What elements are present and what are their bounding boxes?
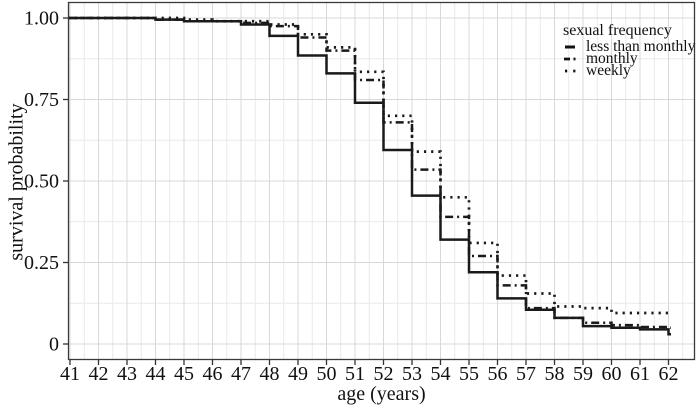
legend: sexual frequency less than monthly month… [563, 22, 696, 79]
x-tick-label: 42 [89, 363, 109, 385]
y-tick-label: 0.75 [24, 89, 59, 111]
x-tick-label: 55 [459, 363, 479, 385]
legend-item-weekly: weekly [563, 62, 695, 79]
x-tick-label: 41 [60, 363, 80, 385]
x-tick-label: 59 [573, 363, 593, 385]
x-tick-label: 54 [431, 363, 451, 385]
x-tick-label: 51 [345, 363, 365, 385]
y-axis-title: survival probability [5, 103, 28, 261]
legend-title: sexual frequency [563, 22, 672, 39]
x-tick-label: 52 [374, 363, 394, 385]
panel-border [67, 1, 696, 361]
legend-item-label: less than monthly [586, 38, 696, 55]
y-tick-label: 0.25 [24, 252, 59, 274]
dash-dot-line-icon [564, 57, 579, 61]
x-tick-label: 58 [545, 363, 565, 385]
x-tick-label: 56 [488, 363, 508, 385]
x-tick-label: 62 [659, 363, 679, 385]
legend-item-label: monthly [586, 50, 638, 67]
x-tick-label: 44 [146, 363, 166, 385]
x-tick-label: 53 [402, 363, 422, 385]
x-tick-label: 45 [174, 363, 194, 385]
x-tick-label: 46 [203, 363, 223, 385]
x-tick-label: 47 [231, 363, 251, 385]
legend-item-label: weekly [586, 62, 631, 79]
x-tick-label: 61 [630, 363, 650, 385]
x-tick-label: 60 [602, 363, 622, 385]
x-axis-title: age (years) [337, 383, 426, 405]
x-tick-label: 50 [317, 363, 337, 385]
y-tick-label: 1.00 [24, 8, 59, 30]
y-tick-label: 0 [49, 334, 59, 356]
x-tick-label: 49 [288, 363, 308, 385]
x-tick-label: 57 [516, 363, 536, 385]
series-path-monthly [68, 16, 671, 329]
y-tick-label: 0.50 [24, 171, 59, 193]
x-tick-label: 43 [117, 363, 137, 385]
legend-item-less-than-monthly: less than monthly [563, 38, 696, 55]
x-tick-label: 48 [260, 363, 280, 385]
dotted-line-icon [565, 69, 578, 73]
legend-item-monthly: monthly [563, 50, 695, 67]
series-path-weekly [68, 16, 671, 317]
solid-line-icon [565, 45, 575, 49]
